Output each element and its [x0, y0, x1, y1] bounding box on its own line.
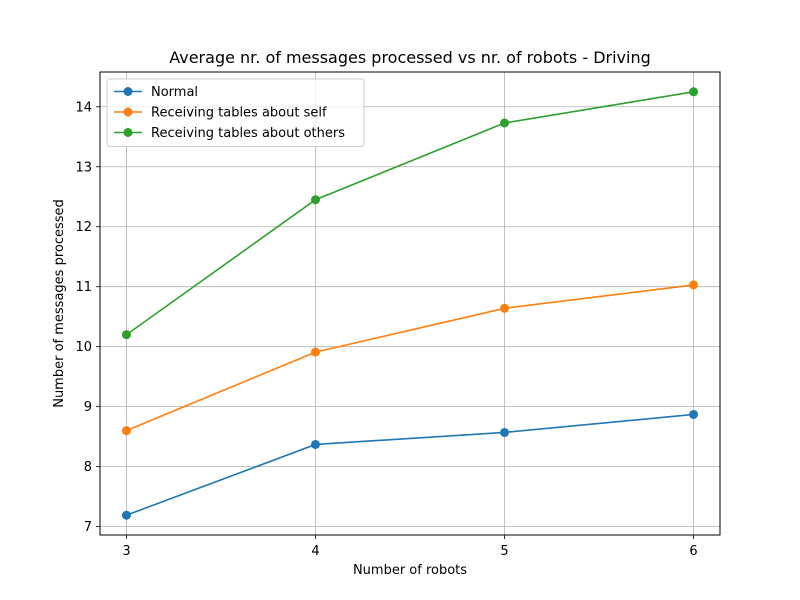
x-tick-label: 5: [500, 544, 508, 559]
series-2: [121, 280, 699, 436]
y-tick-label: 14: [75, 100, 92, 115]
legend-label: Receiving tables about others: [151, 126, 345, 141]
y-tick-label: 11: [75, 280, 92, 295]
data-point: [121, 330, 131, 340]
x-tick-label: 6: [689, 544, 697, 559]
legend-marker: [123, 87, 133, 96]
y-tick-label: 9: [84, 400, 92, 415]
y-axis: 7 8 9 10 11 12 13 14: [75, 100, 100, 535]
y-tick-label: 8: [84, 460, 92, 475]
data-point: [121, 426, 131, 436]
series-3: [121, 87, 699, 340]
data-point: [500, 427, 510, 437]
legend-box: [106, 78, 365, 147]
legend-item: Receiving tables about self: [114, 106, 327, 121]
x-tick-label: 3: [122, 544, 130, 559]
data-point: [121, 510, 131, 520]
y-axis-label: Number of messages processed: [52, 199, 67, 408]
data-point: [689, 87, 699, 97]
legend-label: Normal: [151, 85, 198, 100]
x-axis: 3 4 5 6: [122, 535, 698, 559]
legend: Normal Receiving tables about self Receivi…: [106, 78, 365, 147]
y-tick-label: 7: [84, 520, 92, 535]
legend-label: Receiving tables about self: [151, 106, 327, 121]
legend-marker: [123, 128, 133, 137]
legend-marker: [123, 107, 133, 117]
grid: [100, 72, 720, 535]
legend-item: Normal: [114, 85, 198, 100]
series-1: [121, 409, 699, 520]
data-point: [500, 303, 510, 313]
data-point: [500, 118, 510, 128]
data-point: [310, 439, 320, 449]
y-tick-label: 13: [75, 160, 92, 175]
data-point: [689, 409, 699, 419]
chart-title: Average nr. of messages processed vs nr.…: [169, 48, 651, 67]
y-tick-label: 10: [75, 340, 92, 355]
series-layer: [121, 87, 699, 520]
data-point: [310, 347, 320, 357]
plot-frame: [99, 71, 721, 536]
legend-item: Receiving tables about others: [114, 126, 345, 141]
y-tick-label: 12: [75, 220, 92, 235]
x-tick-label: 4: [311, 544, 319, 559]
data-point: [689, 280, 699, 290]
series-line: [125, 91, 694, 336]
series-line: [126, 284, 694, 432]
data-point: [310, 195, 320, 205]
series-line: [126, 413, 694, 516]
x-axis-label: Number of robots: [353, 563, 467, 578]
